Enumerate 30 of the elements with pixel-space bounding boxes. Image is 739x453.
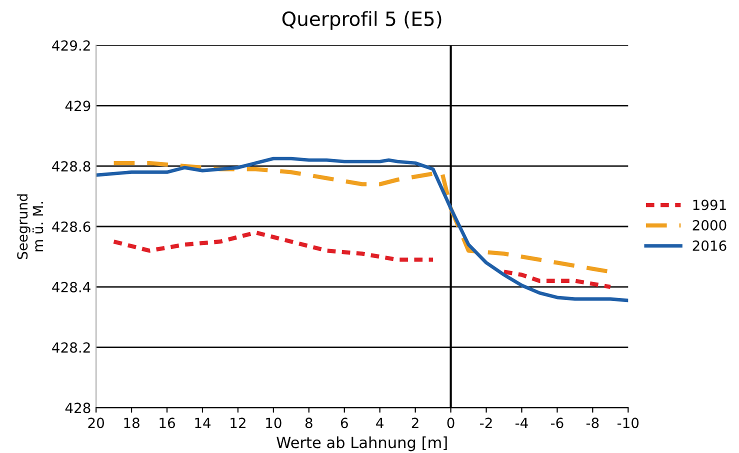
y-tick-label: 428.4 — [52, 282, 90, 292]
legend-label: 2000 — [692, 220, 726, 231]
legend-label: 1991 — [693, 200, 726, 210]
x-tick-label: -10 — [617, 418, 639, 428]
x-axis-title: Werte ab Lahnung [m] — [276, 436, 447, 452]
x-tick-label: -6 — [550, 418, 564, 428]
x-tick-label: -8 — [586, 418, 599, 428]
x-tick-label: 12 — [230, 418, 246, 428]
x-tick-label: 2 — [412, 418, 418, 428]
y-axis-title: Seegrund m ü. M. — [16, 194, 44, 260]
chart-title: Querprofil 5 (E5) — [282, 11, 442, 30]
x-tick-label: 0 — [447, 418, 454, 428]
y-tick-label: 429 — [65, 100, 90, 112]
x-tick-label: 8 — [305, 418, 312, 428]
x-tick-label: 18 — [124, 418, 140, 428]
y-tick-label: 428.2 — [52, 342, 90, 353]
x-tick-label: 6 — [340, 418, 348, 428]
y-tick-label: 428.6 — [52, 221, 90, 232]
legend-label: 2016 — [692, 240, 726, 251]
y-tick-label: 429.2 — [52, 40, 90, 51]
x-tick-label: -4 — [515, 418, 528, 428]
x-tick-label: 20 — [88, 418, 104, 428]
x-tick-label: 4 — [376, 418, 384, 428]
line-series — [96, 156, 628, 302]
x-tick-label: 16 — [160, 418, 175, 428]
x-tick-label: -2 — [480, 418, 492, 428]
x-tick-label: 10 — [266, 418, 282, 428]
y-tick-label: 428.8 — [52, 161, 90, 172]
y-tick-label: 428 — [65, 402, 90, 414]
x-tick-label: 14 — [195, 418, 211, 428]
